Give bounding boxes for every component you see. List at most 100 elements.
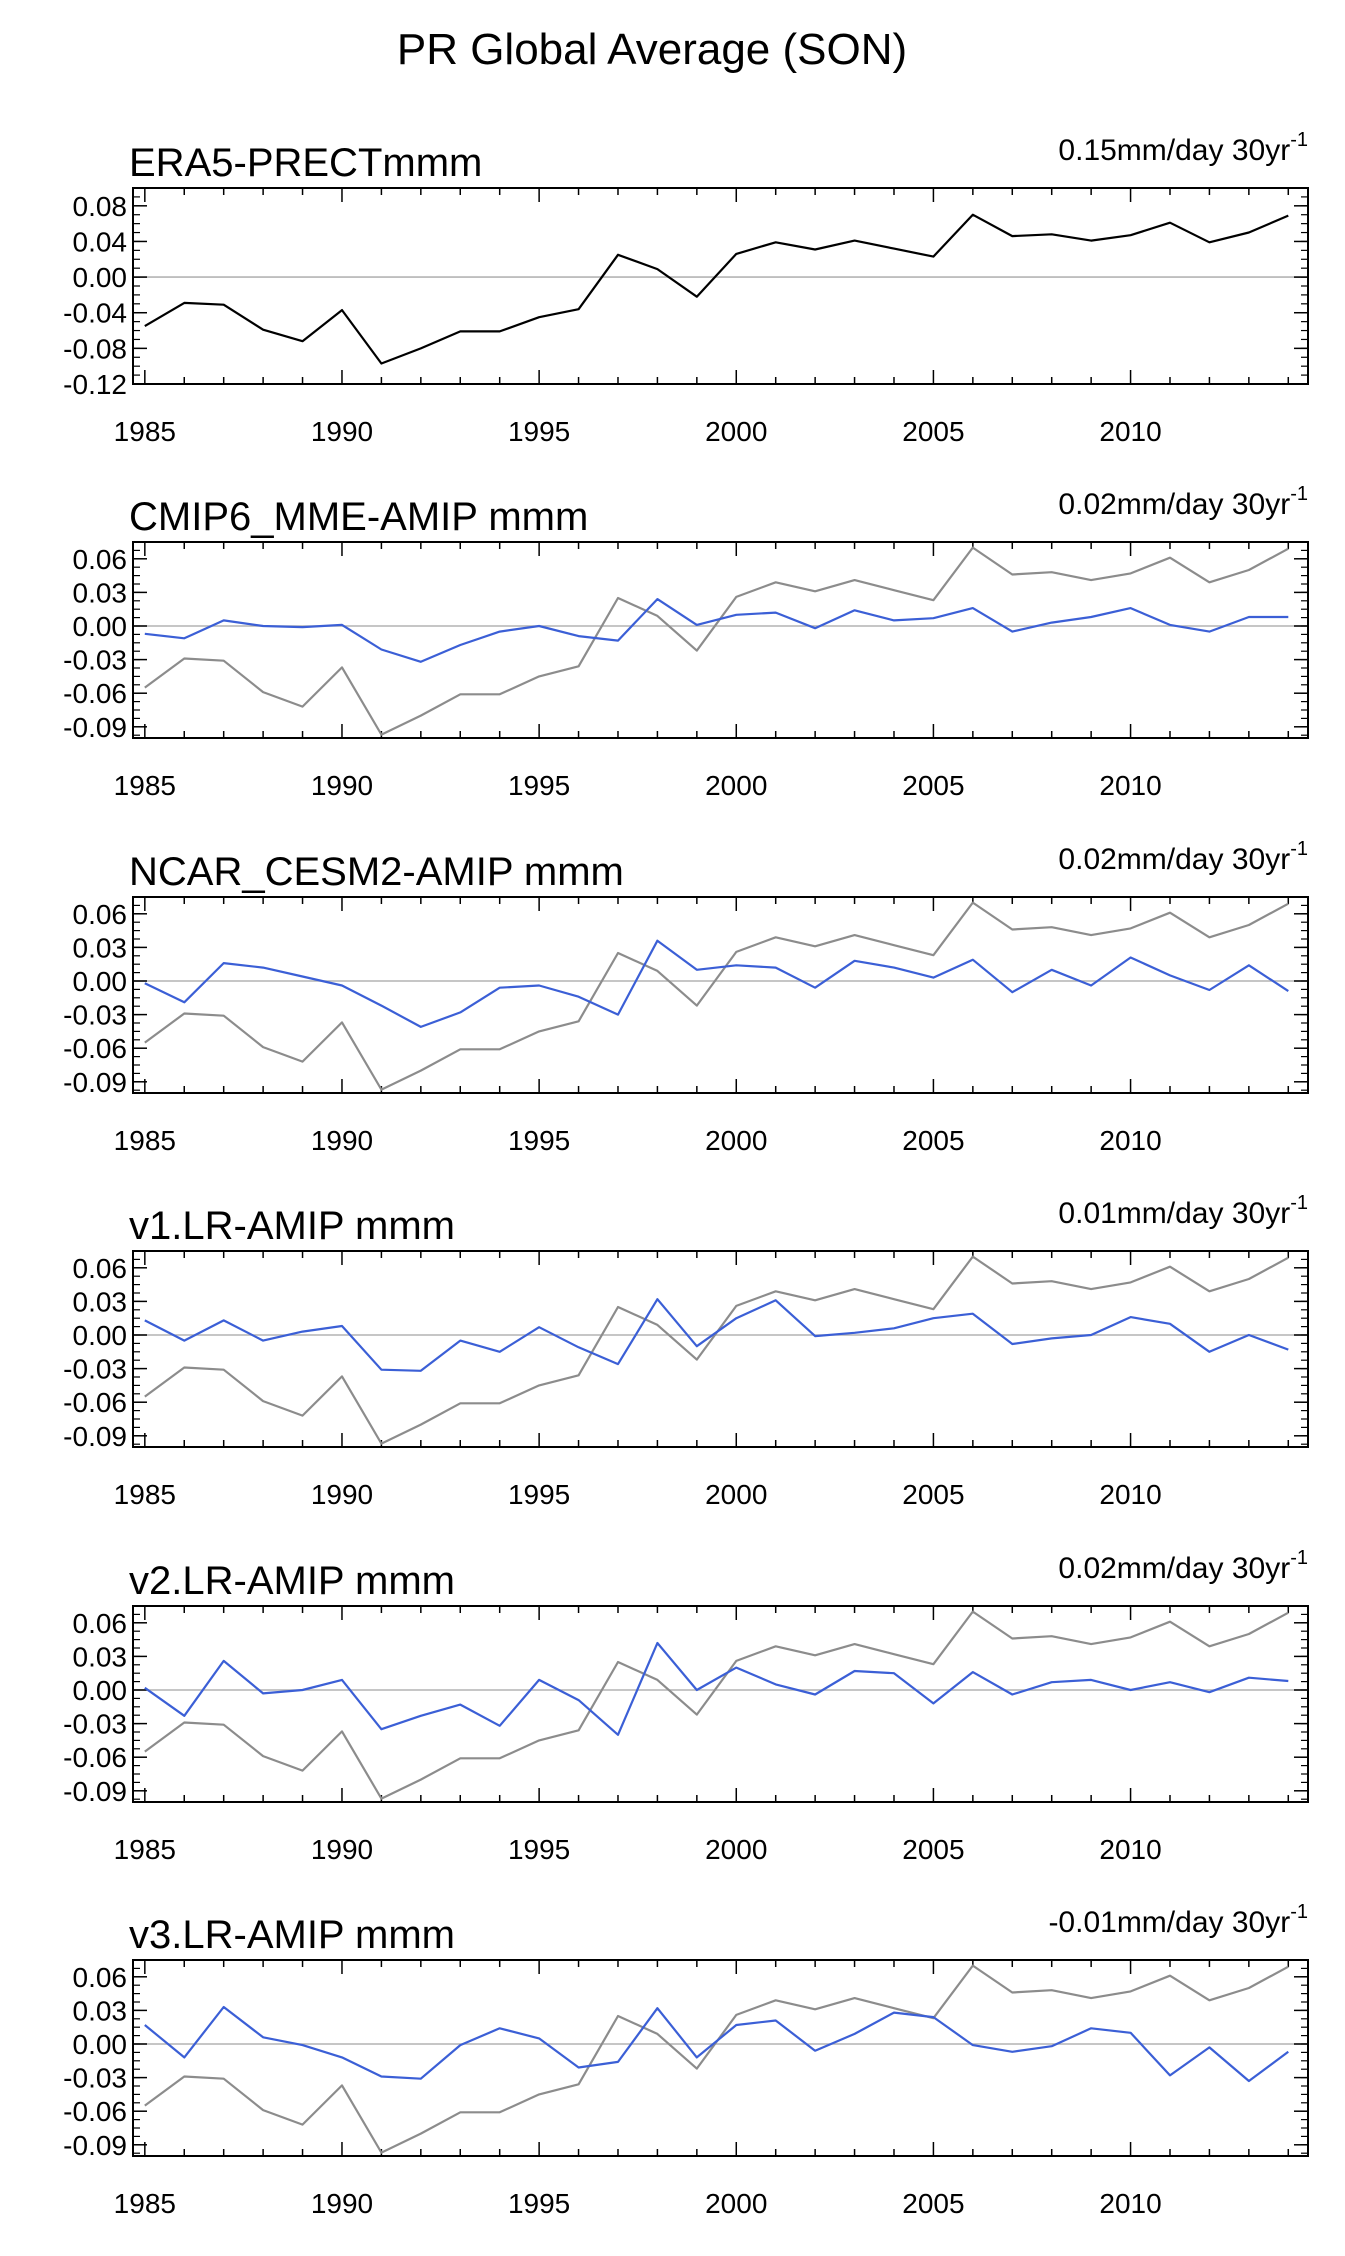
x-tick-label: 2005 bbox=[902, 770, 964, 801]
x-tick-label: 1985 bbox=[114, 1125, 176, 1156]
y-tick-label: 0.06 bbox=[73, 899, 128, 930]
trend-superscript: -1 bbox=[1290, 129, 1308, 151]
trend-label: 0.02mm/day 30yr-1 bbox=[1058, 483, 1308, 521]
plot-frame bbox=[132, 1959, 1309, 2157]
y-tick-label: -0.06 bbox=[63, 678, 127, 709]
y-tick-label: 0.03 bbox=[73, 1286, 128, 1317]
panel-title: ERA5-PRECTmmm bbox=[129, 141, 482, 185]
y-tick-label: 0.03 bbox=[73, 577, 128, 608]
x-tick-label: 2005 bbox=[902, 416, 964, 447]
series-line-reference_overlay bbox=[144, 1964, 1289, 2154]
trend-value: -0.01mm/day 30yr bbox=[1048, 1906, 1290, 1939]
series-line-reference_overlay bbox=[144, 1255, 1289, 1445]
x-tick-label: 2010 bbox=[1099, 1479, 1161, 1510]
y-tick-label: 0.00 bbox=[73, 262, 128, 293]
panel-title: CMIP6_MME-AMIP mmm bbox=[129, 495, 588, 539]
y-tick-label: 0.06 bbox=[73, 544, 128, 575]
x-tick-label: 1990 bbox=[311, 1125, 373, 1156]
trend-superscript: -1 bbox=[1290, 483, 1308, 505]
x-tick-label: 1990 bbox=[311, 1834, 373, 1865]
y-tick-label: -0.06 bbox=[63, 1387, 127, 1418]
x-tick-label: 2010 bbox=[1099, 1834, 1161, 1865]
series-line-model bbox=[144, 2005, 1289, 2083]
y-tick-label: -0.09 bbox=[63, 1067, 127, 1098]
y-tick-label: -0.03 bbox=[63, 1709, 127, 1740]
y-tick-label: -0.06 bbox=[63, 1742, 127, 1773]
y-tick-label: -0.06 bbox=[63, 2096, 127, 2127]
y-tick-label: 0.08 bbox=[73, 191, 128, 222]
x-tick-label: 1990 bbox=[311, 416, 373, 447]
panel-title: NCAR_CESM2-AMIP mmm bbox=[129, 850, 624, 894]
x-tick-label: 1990 bbox=[311, 1479, 373, 1510]
series-line-model bbox=[144, 1641, 1289, 1736]
y-tick-label: -0.06 bbox=[63, 1033, 127, 1064]
x-tick-label: 2010 bbox=[1099, 2188, 1161, 2219]
series-line-reference_overlay bbox=[144, 546, 1289, 736]
y-tick-label: -0.09 bbox=[63, 712, 127, 743]
trend-label: 0.01mm/day 30yr-1 bbox=[1058, 1192, 1308, 1230]
x-tick-label: 2000 bbox=[705, 770, 767, 801]
x-tick-label: 2010 bbox=[1099, 770, 1161, 801]
x-tick-label: 1985 bbox=[114, 770, 176, 801]
y-tick-label: 0.00 bbox=[73, 2029, 128, 2060]
panel-4: v1.LR-AMIP mmm 0.01mm/day 30yr-1 1985 1990 1… bbox=[63, 1192, 1309, 1510]
panel-2: CMIP6_MME-AMIP mmm 0.02mm/day 30yr-1 1985 1… bbox=[63, 483, 1309, 801]
y-tick-label: 0.00 bbox=[73, 1675, 128, 1706]
y-tick-label: -0.09 bbox=[63, 2130, 127, 2161]
y-tick-label: -0.03 bbox=[63, 2063, 127, 2094]
x-tick-label: 2000 bbox=[705, 1834, 767, 1865]
y-tick-label: -0.12 bbox=[63, 369, 127, 400]
x-tick-label: 2000 bbox=[705, 2188, 767, 2219]
x-tick-label: 1995 bbox=[508, 1834, 570, 1865]
series-line-model bbox=[144, 1298, 1289, 1372]
x-tick-label: 1985 bbox=[114, 2188, 176, 2219]
trend-value: 0.02mm/day 30yr bbox=[1058, 488, 1290, 521]
trend-value: 0.01mm/day 30yr bbox=[1058, 1197, 1290, 1230]
x-tick-label: 2005 bbox=[902, 1125, 964, 1156]
y-tick-label: -0.04 bbox=[63, 298, 127, 329]
series-line-model bbox=[144, 939, 1289, 1029]
trend-label: 0.15mm/day 30yr-1 bbox=[1058, 129, 1308, 167]
y-tick-label: 0.06 bbox=[73, 1253, 128, 1284]
plot-frame bbox=[132, 187, 1309, 385]
y-tick-label: 0.03 bbox=[73, 1995, 128, 2026]
series-line-reference_overlay bbox=[144, 901, 1289, 1091]
x-tick-label: 1985 bbox=[114, 1479, 176, 1510]
plot-frame bbox=[132, 1605, 1309, 1803]
panel-title: v3.LR-AMIP mmm bbox=[129, 1913, 455, 1957]
x-tick-label: 1995 bbox=[508, 1479, 570, 1510]
x-tick-label: 2010 bbox=[1099, 1125, 1161, 1156]
y-tick-label: 0.04 bbox=[73, 226, 128, 257]
y-tick-label: 0.00 bbox=[73, 1320, 128, 1351]
trend-value: 0.02mm/day 30yr bbox=[1058, 843, 1290, 876]
y-tick-label: 0.06 bbox=[73, 1608, 128, 1639]
x-tick-label: 1995 bbox=[508, 770, 570, 801]
plot-frame bbox=[132, 1250, 1309, 1448]
panel-5: v2.LR-AMIP mmm 0.02mm/day 30yr-1 1985 1990 1… bbox=[63, 1547, 1309, 1865]
trend-label: 0.02mm/day 30yr-1 bbox=[1058, 838, 1308, 876]
panel-1: ERA5-PRECTmmm 0.15mm/day 30yr-1 1985 1990 19… bbox=[63, 129, 1309, 447]
x-tick-label: 1995 bbox=[508, 1125, 570, 1156]
y-tick-label: 0.06 bbox=[73, 1962, 128, 1993]
panel-6: v3.LR-AMIP mmm -0.01mm/day 30yr-1 1985 1990… bbox=[63, 1901, 1309, 2219]
x-tick-label: 1995 bbox=[508, 416, 570, 447]
panel-title: v2.LR-AMIP mmm bbox=[129, 1559, 455, 1603]
trend-superscript: -1 bbox=[1290, 1192, 1308, 1214]
y-tick-label: -0.09 bbox=[63, 1776, 127, 1807]
y-tick-label: -0.03 bbox=[63, 645, 127, 676]
trend-label: -0.01mm/day 30yr-1 bbox=[1048, 1901, 1308, 1939]
y-tick-label: 0.00 bbox=[73, 966, 128, 997]
x-tick-label: 1985 bbox=[114, 1834, 176, 1865]
panel-title: v1.LR-AMIP mmm bbox=[129, 1204, 455, 1248]
series-line-reference bbox=[144, 213, 1289, 365]
trend-label: 0.02mm/day 30yr-1 bbox=[1058, 1547, 1308, 1585]
trend-value: 0.15mm/day 30yr bbox=[1058, 134, 1290, 167]
x-tick-label: 2000 bbox=[705, 416, 767, 447]
trend-superscript: -1 bbox=[1290, 1547, 1308, 1569]
x-tick-label: 1985 bbox=[114, 416, 176, 447]
y-tick-label: -0.03 bbox=[63, 1000, 127, 1031]
plot-frame bbox=[132, 896, 1309, 1094]
trend-value: 0.02mm/day 30yr bbox=[1058, 1552, 1290, 1585]
